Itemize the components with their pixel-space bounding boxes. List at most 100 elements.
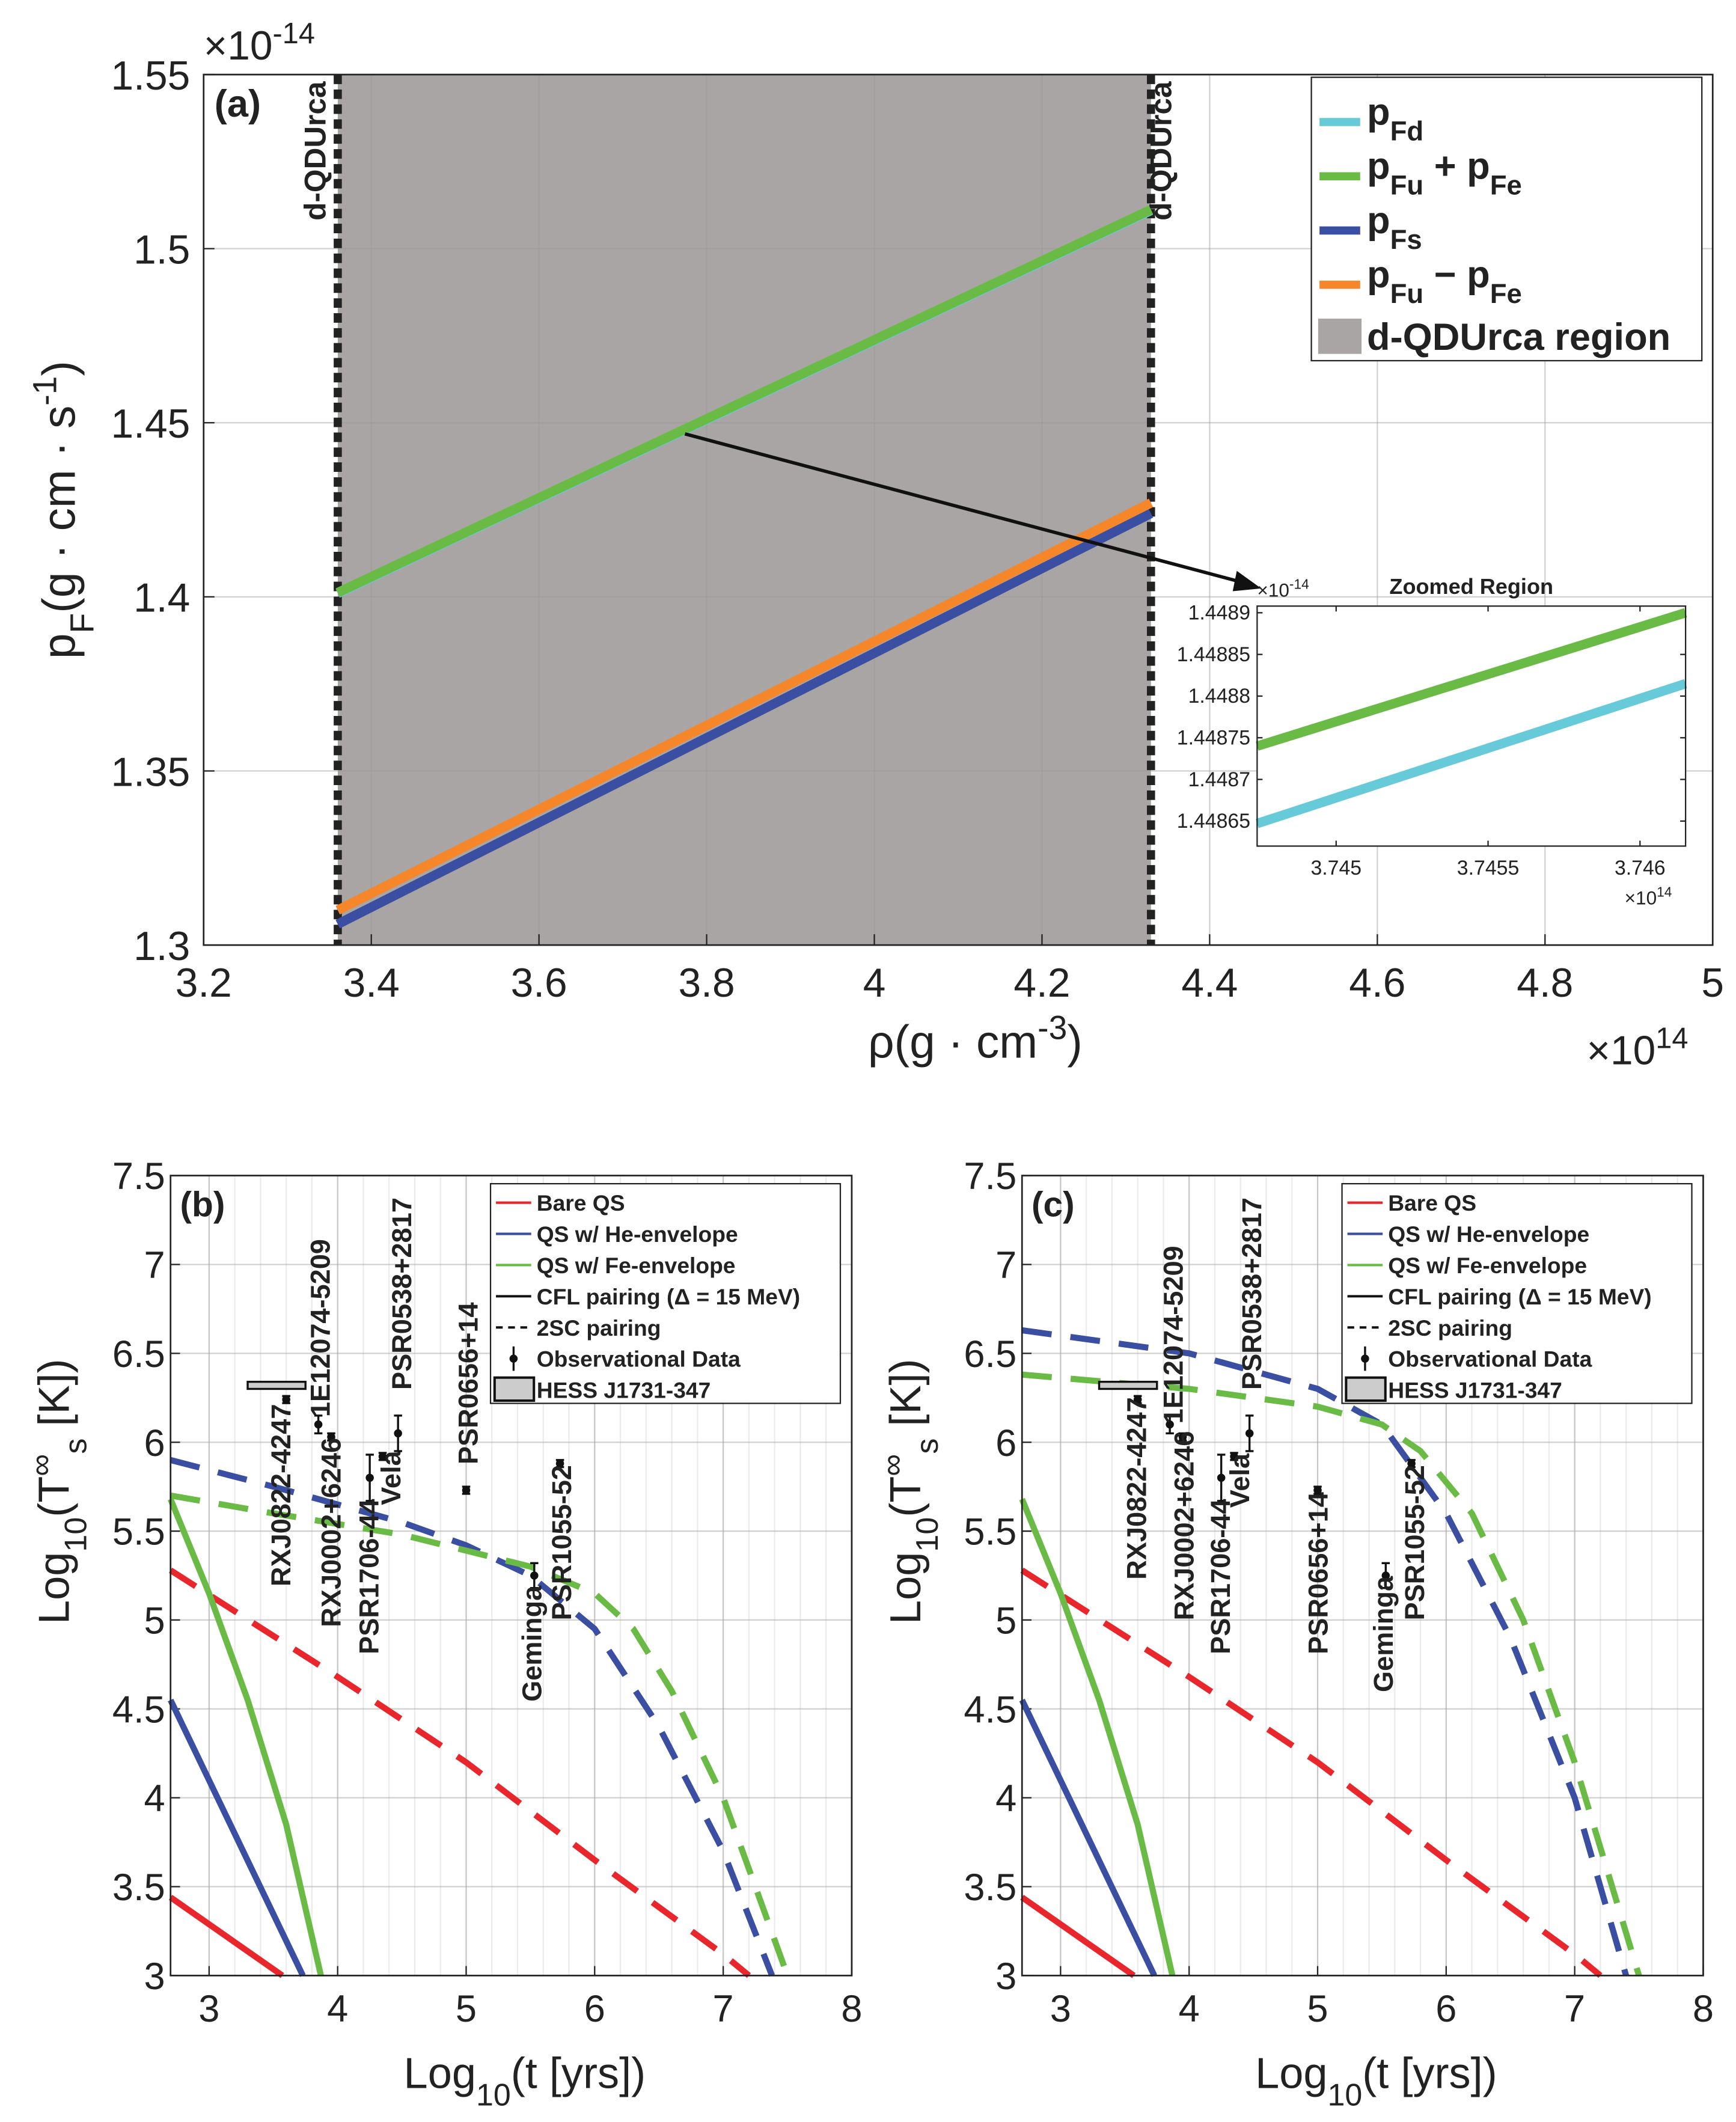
y-tick-label: 4.5 [112,1689,165,1731]
text-part: d-QDUrca [1145,81,1178,221]
text-part: ) [1067,1017,1083,1068]
text-part: Fe [1490,170,1522,200]
text-part: p [1367,145,1390,188]
data-marker [1313,1486,1322,1494]
text-part: 4.5 [112,1689,165,1731]
legend-hess-swatch [1345,1376,1387,1402]
legend: Bare QS QS w/ He-envelope QS w/ Fe-envelop… [489,1183,842,1404]
curve-he-cfl [1019,1698,1157,1977]
observation-label: RXJ0822-4247 [1121,1397,1152,1579]
text-part: 14 [1655,1023,1688,1055]
text-part: PSR1055-52 [1399,1465,1430,1620]
text-part: -14 [1289,576,1309,592]
text-part: (c) [1032,1185,1075,1224]
text-part: 14 [1657,884,1672,899]
text-part: 3.6 [511,961,567,1006]
text-part: Bare QS [1388,1190,1476,1215]
x-tick-label: 6 [1435,1988,1456,2030]
x-axis-label: Log10(t [yrs]) [1255,2050,1497,2113]
observation-point [314,1414,323,1435]
text-part: PSR1055-52 [546,1465,577,1620]
curve-bare-qs-cfl [1020,1895,1136,1978]
axes-box [170,1175,853,1977]
data-marker [282,1395,290,1404]
curve-bare-qs-2sc [168,1567,751,1978]
legend-entry: QS w/ He-envelope [537,1222,738,1247]
inset-y-tick-label: 1.44875 [1177,727,1250,750]
text-part: RXJ0822-4247 [266,1404,296,1586]
text-part: HESS J1731-347 [537,1378,711,1403]
text-part: CFL pairing (Δ = 15 MeV) [537,1284,800,1309]
text-part: Geminga [1368,1576,1399,1692]
text-part: RXJ0822-4247 [1121,1397,1152,1579]
y-tick-label: 4 [144,1778,165,1820]
axes-box [1021,1175,1704,1977]
text-part: Vela [376,1450,406,1505]
text-part: [K]) [31,1359,79,1438]
text-part: (t [yrs]) [511,2050,646,2098]
text-part: ρ(g · cm [868,1017,1038,1068]
text-part: Log [31,1552,79,1624]
text-part: p [34,633,85,659]
text-part: ) [34,361,85,376]
y-tick-label: 1.3 [133,924,190,969]
observation-label: RXJ0822-4247 [266,1404,296,1586]
y-tick-label: 7 [995,1244,1016,1286]
text-part: 5 [1307,1988,1328,2030]
inset-x-tick-label: 3.7455 [1457,857,1519,879]
text-part: 2SC pairing [1388,1315,1512,1341]
text-part: 6.5 [112,1333,165,1375]
text-part: 4 [863,961,886,1006]
legend-entry: CFL pairing (Δ = 15 MeV) [1388,1284,1651,1309]
text-part: -14 [273,17,315,50]
text-part: 1E12074-5209 [305,1239,336,1417]
text-part: 1.4487 [1188,768,1250,791]
y-tick-label: 1.45 [111,402,191,447]
inset-x-multiplier: ×1014 [1625,884,1672,908]
axes-box [203,73,1714,946]
y-tick-label: 6 [995,1422,1016,1464]
text-part: 1.45 [111,402,191,447]
text-part: PSR1706-44 [1205,1499,1236,1654]
text-part: Fd [1390,115,1424,146]
observation-point [1166,1414,1174,1435]
observation-point [462,1485,471,1495]
y-axis-label: Log10(T∞s [K]) [875,1359,945,1624]
text-part: 1.3 [133,924,190,969]
text-part: 4.2 [1013,961,1070,1006]
data-marker [327,1433,335,1442]
text-part: 10 [476,2078,511,2113]
legend-box [1310,76,1703,362]
x-tick-label: 3.2 [176,961,232,1006]
x-tick-label: 3 [198,1988,219,2030]
text-part: RXJ0002+6246 [1169,1431,1199,1621]
text-part: RXJ0002+6246 [316,1438,347,1627]
text-part: PSR0538+2817 [387,1197,417,1390]
x-tick-label: 8 [841,1988,862,2030]
inset-y-multiplier: ×10-14 [1257,576,1309,601]
data-marker [394,1429,402,1438]
text-part: ×10 [1625,887,1657,908]
x-tick-label: 4.4 [1181,961,1238,1006]
text-part: (b) [180,1185,225,1224]
y-tick-label: 5 [144,1600,165,1642]
text-part: 10 [59,1517,94,1552]
legend-entry: pFu + pFe [1367,145,1522,200]
data-marker [1407,1459,1416,1468]
observation-point [1217,1454,1226,1502]
observation-point [1381,1562,1390,1589]
data-marker [1133,1395,1142,1404]
text-part: (a) [215,83,261,125]
x-tick-label: 3.8 [679,961,735,1006]
arrow-head [1232,570,1262,592]
inset-y-tick-label: 1.4488 [1188,685,1250,708]
text-part: CFL pairing (Δ = 15 MeV) [1388,1284,1651,1309]
curve-fe-2sc [170,1492,790,1977]
y-tick-label: 5.5 [112,1511,165,1553]
text-part: 10 [1327,2078,1362,2113]
inset-series-line-0 [1256,608,1687,751]
text-part: ×10 [1257,579,1289,601]
legend-box [1341,1183,1693,1404]
text-part: 1E12074-5209 [1158,1246,1188,1423]
data-marker [530,1571,539,1580]
